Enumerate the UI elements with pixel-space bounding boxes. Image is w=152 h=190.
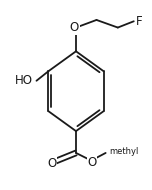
Text: O: O	[70, 21, 79, 34]
Text: O: O	[47, 157, 56, 170]
Text: HO: HO	[15, 74, 33, 87]
Text: O: O	[87, 156, 97, 169]
Text: F: F	[136, 15, 142, 28]
Text: methyl: methyl	[109, 147, 139, 157]
